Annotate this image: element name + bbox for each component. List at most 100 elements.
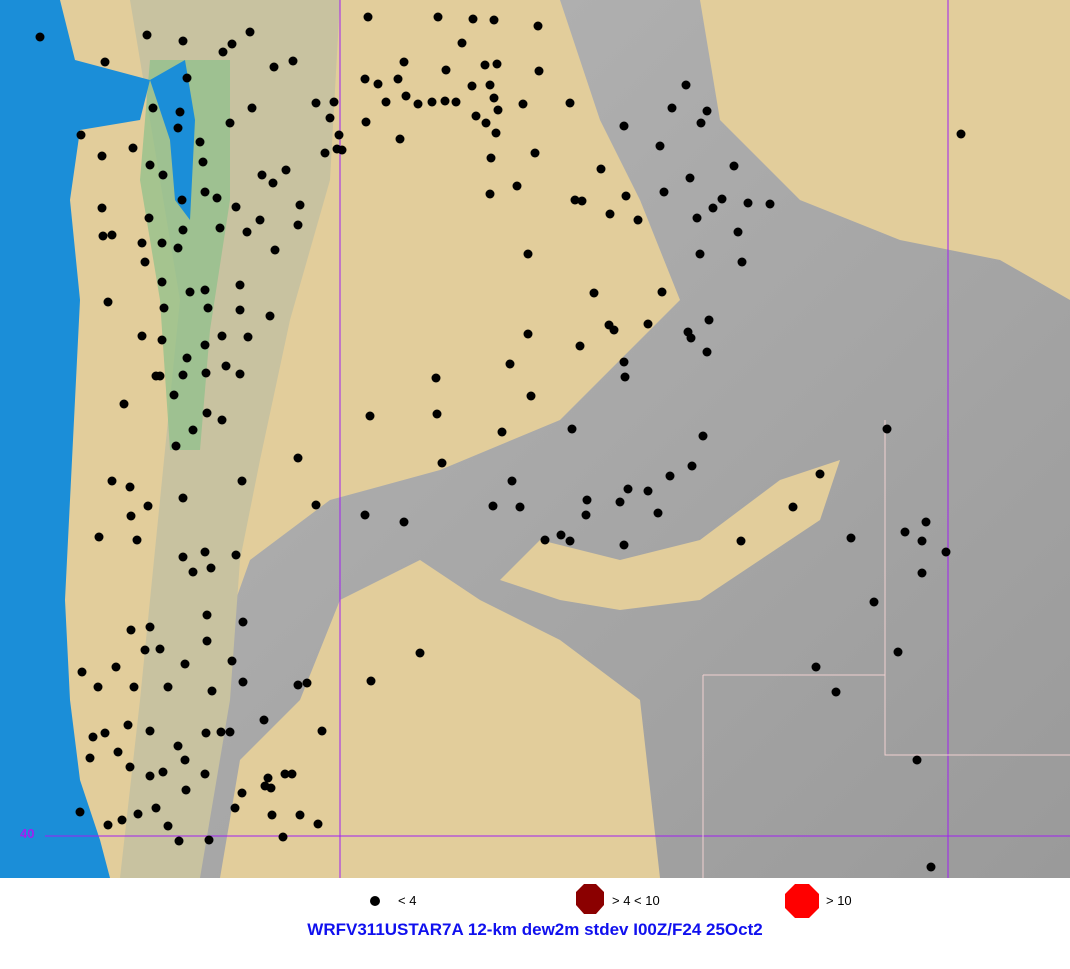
station-dot — [126, 625, 136, 635]
octagon-red-icon — [785, 884, 819, 918]
station-dot — [526, 391, 536, 401]
station-dot — [433, 12, 443, 22]
station-dot — [203, 303, 213, 313]
station-dot — [295, 200, 305, 210]
station-markers — [35, 12, 966, 872]
station-dot — [280, 769, 290, 779]
station-dot — [185, 287, 195, 297]
station-dot — [489, 15, 499, 25]
station-dot — [217, 415, 227, 425]
station-dot — [432, 409, 442, 419]
station-dot — [212, 193, 222, 203]
station-dot — [395, 134, 405, 144]
station-dot — [497, 427, 507, 437]
latitude-label: 40 — [20, 826, 35, 841]
station-dot — [235, 305, 245, 315]
station-dot — [175, 107, 185, 117]
station-dot — [217, 331, 227, 341]
station-dot — [570, 195, 580, 205]
station-dot — [123, 720, 133, 730]
station-dot — [180, 755, 190, 765]
station-dot — [188, 425, 198, 435]
station-dot — [302, 678, 312, 688]
station-dot — [743, 198, 753, 208]
station-dot — [582, 495, 592, 505]
station-dot — [174, 836, 184, 846]
mountains-east — [160, 0, 1070, 878]
station-dot — [200, 285, 210, 295]
station-dot — [267, 810, 277, 820]
station-dot — [238, 617, 248, 627]
station-dot — [413, 99, 423, 109]
station-dot — [313, 819, 323, 829]
station-dot — [667, 103, 677, 113]
station-dot — [178, 225, 188, 235]
station-dot — [265, 311, 275, 321]
station-dot — [215, 223, 225, 233]
station-dot — [921, 517, 931, 527]
station-dot — [157, 277, 167, 287]
station-dot — [158, 767, 168, 777]
station-dot — [293, 220, 303, 230]
station-dot — [440, 96, 450, 106]
station-dot — [431, 373, 441, 383]
station-dot — [381, 97, 391, 107]
state-borders — [702, 420, 1070, 878]
station-dot — [530, 148, 540, 158]
station-dot — [917, 536, 927, 546]
station-dot — [198, 157, 208, 167]
station-dot — [737, 257, 747, 267]
station-dot — [202, 636, 212, 646]
station-dot — [169, 390, 179, 400]
station-dot — [259, 715, 269, 725]
station-dot — [507, 476, 517, 486]
station-dot — [278, 832, 288, 842]
station-dot — [900, 527, 910, 537]
station-dot — [681, 80, 691, 90]
station-dot — [515, 502, 525, 512]
station-dot — [708, 203, 718, 213]
station-dot — [556, 530, 566, 540]
station-dot — [643, 319, 653, 329]
station-dot — [113, 747, 123, 757]
station-dot — [665, 471, 675, 481]
station-dot — [177, 195, 187, 205]
station-dot — [360, 510, 370, 520]
station-dot — [523, 329, 533, 339]
station-dot — [481, 118, 491, 128]
legend-label-mid: > 4 < 10 — [612, 893, 660, 908]
station-dot — [225, 118, 235, 128]
station-dot — [235, 369, 245, 379]
station-dot — [125, 762, 135, 772]
station-dot — [204, 835, 214, 845]
station-dot — [100, 728, 110, 738]
ocean — [0, 0, 150, 878]
station-dot — [200, 769, 210, 779]
station-dot — [815, 469, 825, 479]
station-dot — [195, 137, 205, 147]
station-dot — [200, 547, 210, 557]
station-dot — [293, 680, 303, 690]
station-dot — [235, 280, 245, 290]
station-dot — [238, 677, 248, 687]
map-title: WRFV311USTAR7A 12-km dew2m stdev I00Z/F2… — [307, 920, 763, 939]
station-dot — [227, 656, 237, 666]
station-dot — [733, 227, 743, 237]
station-dot — [97, 151, 107, 161]
station-dot — [869, 597, 879, 607]
station-dot — [441, 65, 451, 75]
station-dot — [882, 424, 892, 434]
station-dot — [457, 38, 467, 48]
station-dot — [437, 458, 447, 468]
station-dot — [75, 807, 85, 817]
station-dot — [157, 238, 167, 248]
station-dot — [227, 39, 237, 49]
station-dot — [173, 741, 183, 751]
station-dot — [132, 535, 142, 545]
station-dot — [178, 36, 188, 46]
station-dot — [366, 676, 376, 686]
station-dot — [695, 249, 705, 259]
station-dot — [659, 187, 669, 197]
snake-river-plain — [500, 460, 840, 610]
station-dot — [893, 647, 903, 657]
